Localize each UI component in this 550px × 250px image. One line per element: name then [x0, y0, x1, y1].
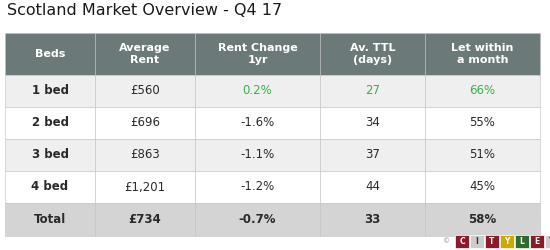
Text: -1.2%: -1.2% — [240, 180, 274, 194]
Text: -1.1%: -1.1% — [240, 148, 274, 162]
Text: E: E — [535, 237, 540, 246]
FancyBboxPatch shape — [5, 33, 95, 75]
FancyBboxPatch shape — [320, 107, 425, 139]
Text: 3 bed: 3 bed — [31, 148, 69, 162]
Text: 51%: 51% — [470, 148, 496, 162]
FancyBboxPatch shape — [425, 203, 540, 236]
Text: -0.7%: -0.7% — [239, 213, 276, 226]
Text: Average
Rent: Average Rent — [119, 43, 170, 65]
Bar — [530, 235, 544, 248]
FancyBboxPatch shape — [95, 107, 195, 139]
Text: Let within
a month: Let within a month — [452, 43, 514, 65]
Text: 44: 44 — [365, 180, 380, 194]
Text: £560: £560 — [130, 84, 160, 98]
FancyBboxPatch shape — [195, 203, 320, 236]
FancyBboxPatch shape — [320, 171, 425, 203]
Text: Rent Change
1yr: Rent Change 1yr — [218, 43, 298, 65]
FancyBboxPatch shape — [320, 139, 425, 171]
FancyBboxPatch shape — [195, 75, 320, 107]
FancyBboxPatch shape — [425, 33, 540, 75]
Bar — [545, 235, 550, 248]
Bar — [455, 235, 469, 248]
FancyBboxPatch shape — [195, 139, 320, 171]
FancyBboxPatch shape — [425, 171, 540, 203]
Text: £734: £734 — [129, 213, 161, 226]
FancyBboxPatch shape — [5, 107, 95, 139]
Text: 45%: 45% — [470, 180, 496, 194]
FancyBboxPatch shape — [5, 139, 95, 171]
FancyBboxPatch shape — [195, 107, 320, 139]
FancyBboxPatch shape — [95, 171, 195, 203]
Text: 4 bed: 4 bed — [31, 180, 69, 194]
Text: £1,201: £1,201 — [124, 180, 166, 194]
Text: £863: £863 — [130, 148, 160, 162]
FancyBboxPatch shape — [5, 75, 95, 107]
Text: I: I — [476, 237, 478, 246]
Text: 66%: 66% — [470, 84, 496, 98]
Text: T: T — [490, 237, 494, 246]
FancyBboxPatch shape — [95, 33, 195, 75]
Text: 37: 37 — [365, 148, 380, 162]
Text: 58%: 58% — [469, 213, 497, 226]
Text: ©: © — [443, 238, 450, 244]
Bar — [500, 235, 514, 248]
Text: C: C — [459, 237, 465, 246]
Text: 2 bed: 2 bed — [31, 116, 69, 130]
FancyBboxPatch shape — [425, 139, 540, 171]
Text: 34: 34 — [365, 116, 380, 130]
FancyBboxPatch shape — [195, 171, 320, 203]
Text: Total: Total — [34, 213, 66, 226]
FancyBboxPatch shape — [5, 203, 95, 236]
Bar — [515, 235, 529, 248]
Text: 33: 33 — [364, 213, 381, 226]
FancyBboxPatch shape — [95, 75, 195, 107]
FancyBboxPatch shape — [195, 33, 320, 75]
Text: 1 bed: 1 bed — [31, 84, 69, 98]
Text: Av. TTL
(days): Av. TTL (days) — [350, 43, 395, 65]
FancyBboxPatch shape — [95, 139, 195, 171]
FancyBboxPatch shape — [320, 33, 425, 75]
FancyBboxPatch shape — [95, 203, 195, 236]
Text: Scotland Market Overview - Q4 17: Scotland Market Overview - Q4 17 — [7, 3, 282, 18]
FancyBboxPatch shape — [425, 75, 540, 107]
FancyBboxPatch shape — [5, 171, 95, 203]
FancyBboxPatch shape — [320, 203, 425, 236]
Text: -1.6%: -1.6% — [240, 116, 274, 130]
Text: £696: £696 — [130, 116, 160, 130]
Text: T: T — [549, 237, 550, 246]
Bar — [485, 235, 499, 248]
Text: Y: Y — [504, 237, 510, 246]
Text: 27: 27 — [365, 84, 380, 98]
Text: 0.2%: 0.2% — [243, 84, 272, 98]
Bar — [470, 235, 484, 248]
FancyBboxPatch shape — [320, 75, 425, 107]
Text: Beds: Beds — [35, 49, 65, 59]
Text: L: L — [520, 237, 525, 246]
FancyBboxPatch shape — [425, 107, 540, 139]
Text: 55%: 55% — [470, 116, 496, 130]
